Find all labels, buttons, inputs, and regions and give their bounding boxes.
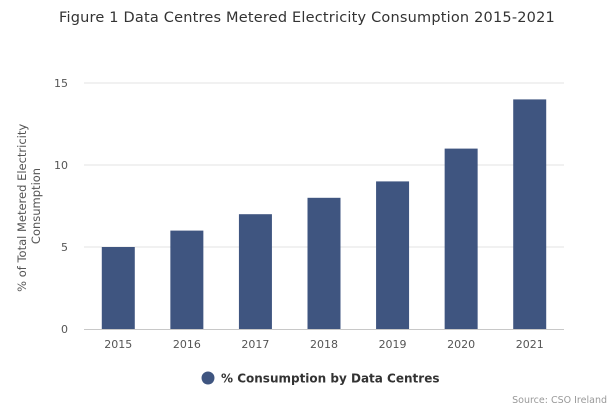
y-axis-label-line-1: % of Total Metered Electricity bbox=[15, 124, 29, 292]
source-note: Source: CSO Ireland bbox=[512, 395, 607, 406]
y-tick-label: 15 bbox=[54, 77, 68, 90]
y-tick-labels: 0 5 10 15 bbox=[54, 77, 68, 336]
legend-label: % Consumption by Data Centres bbox=[221, 372, 439, 386]
y-axis-label-line-2: Consumption bbox=[29, 168, 43, 244]
bar-2017[interactable] bbox=[238, 214, 272, 329]
x-tick-label: 2021 bbox=[516, 338, 544, 351]
x-tick-label: 2016 bbox=[173, 338, 201, 351]
bar-2019[interactable] bbox=[376, 181, 410, 329]
bars bbox=[101, 99, 547, 330]
x-tick-label: 2020 bbox=[447, 338, 475, 351]
chart-title: Figure 1 Data Centres Metered Electricit… bbox=[59, 10, 555, 26]
legend-marker bbox=[201, 371, 215, 385]
bar-2018[interactable] bbox=[307, 197, 341, 329]
bar-2021[interactable] bbox=[513, 99, 547, 330]
y-axis-label: % of Total Metered Electricity Consumpti… bbox=[15, 120, 43, 292]
x-tick-labels: 2015 2016 2017 2018 2019 2020 2021 bbox=[104, 338, 543, 351]
y-tick-label: 5 bbox=[61, 241, 68, 254]
bar-2020[interactable] bbox=[444, 148, 478, 329]
x-tick-label: 2018 bbox=[310, 338, 338, 351]
bar-2016[interactable] bbox=[170, 230, 204, 329]
bar-2015[interactable] bbox=[101, 247, 135, 329]
x-tick-label: 2015 bbox=[104, 338, 132, 351]
x-tick-label: 2017 bbox=[241, 338, 269, 351]
y-tick-label: 0 bbox=[61, 323, 68, 336]
x-tick-label: 2019 bbox=[379, 338, 407, 351]
y-tick-label: 10 bbox=[54, 159, 68, 172]
legend[interactable]: % Consumption by Data Centres bbox=[201, 371, 440, 386]
